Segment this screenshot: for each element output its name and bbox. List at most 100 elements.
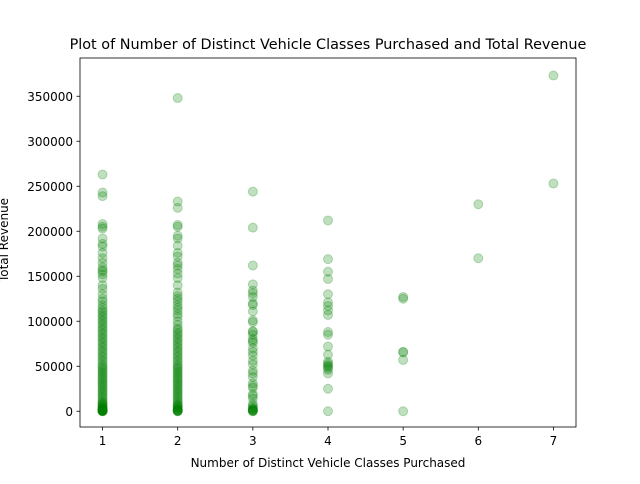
data-point	[97, 264, 108, 275]
data-point	[247, 372, 258, 383]
data-point	[97, 247, 108, 258]
data-point	[97, 316, 108, 327]
data-point	[97, 169, 108, 180]
data-point	[97, 399, 108, 410]
data-point	[172, 233, 183, 244]
data-point	[97, 405, 108, 416]
data-point	[247, 298, 258, 309]
data-point	[97, 329, 108, 340]
data-point	[247, 222, 258, 233]
data-point	[172, 341, 183, 352]
data-point	[172, 343, 183, 354]
data-point	[247, 381, 258, 392]
data-point	[97, 273, 108, 284]
data-point	[97, 399, 108, 410]
data-point	[172, 359, 183, 370]
data-point	[97, 311, 108, 322]
data-point	[398, 354, 409, 365]
data-point	[97, 262, 108, 273]
data-point	[97, 307, 108, 318]
data-point	[172, 363, 183, 374]
data-point	[97, 221, 108, 232]
x-tick-label: 2	[174, 434, 182, 448]
data-point	[97, 300, 108, 311]
data-point	[323, 360, 333, 371]
data-point	[97, 377, 108, 388]
data-point	[172, 401, 183, 412]
data-point	[473, 199, 484, 210]
data-point	[97, 341, 108, 352]
data-point	[97, 187, 108, 198]
data-point	[247, 399, 258, 410]
data-point	[97, 402, 108, 413]
data-point	[172, 202, 183, 213]
data-point	[97, 382, 108, 393]
y-tick-label: 150000	[27, 270, 73, 284]
data-point	[323, 300, 333, 311]
data-point	[247, 346, 258, 357]
data-point	[247, 279, 258, 290]
y-axis-label: Total Revenue	[0, 198, 11, 283]
data-point	[97, 350, 108, 361]
data-point	[97, 398, 108, 409]
data-point	[548, 70, 559, 81]
data-point	[97, 191, 108, 202]
data-point	[97, 325, 108, 336]
data-point	[247, 260, 258, 271]
y-tick-label: 100000	[27, 315, 73, 329]
data-point	[97, 372, 108, 383]
data-point	[247, 186, 258, 197]
data-point	[97, 241, 108, 252]
data-point	[97, 318, 108, 329]
data-point	[172, 323, 183, 334]
data-point	[398, 347, 409, 358]
data-point	[172, 260, 183, 271]
data-point	[172, 305, 183, 316]
data-point	[97, 354, 108, 365]
data-point	[473, 253, 484, 264]
data-point	[172, 329, 183, 340]
data-point	[97, 406, 108, 417]
data-point	[97, 320, 108, 331]
data-point	[172, 400, 183, 411]
data-point	[172, 300, 183, 311]
data-point	[247, 334, 258, 345]
data-point	[323, 254, 333, 265]
data-point	[172, 395, 183, 406]
data-point	[323, 363, 333, 374]
data-point	[172, 247, 183, 258]
data-point	[97, 384, 108, 395]
data-point	[97, 390, 108, 401]
data-point	[323, 329, 333, 340]
data-point	[172, 370, 183, 381]
data-point	[323, 273, 333, 284]
data-point	[97, 388, 108, 399]
data-point	[97, 373, 108, 384]
data-point	[247, 393, 258, 404]
data-point	[97, 405, 108, 416]
data-point	[97, 338, 108, 349]
data-point	[323, 349, 333, 360]
data-point	[247, 326, 258, 337]
data-point	[172, 375, 183, 386]
data-point	[172, 240, 183, 251]
data-point	[323, 406, 333, 417]
data-point	[97, 404, 108, 415]
data-point	[247, 406, 258, 417]
data-point	[172, 405, 183, 416]
data-point	[172, 219, 183, 230]
data-point	[97, 266, 108, 277]
data-point	[172, 302, 183, 313]
data-point	[97, 381, 108, 392]
data-point	[97, 405, 108, 416]
data-point	[172, 338, 183, 349]
data-point	[172, 319, 183, 330]
data-point	[172, 384, 183, 395]
data-point	[172, 347, 183, 358]
data-point	[172, 405, 183, 416]
data-point	[172, 280, 183, 291]
data-point	[247, 317, 258, 328]
data-point	[172, 332, 183, 343]
data-point	[97, 368, 108, 379]
